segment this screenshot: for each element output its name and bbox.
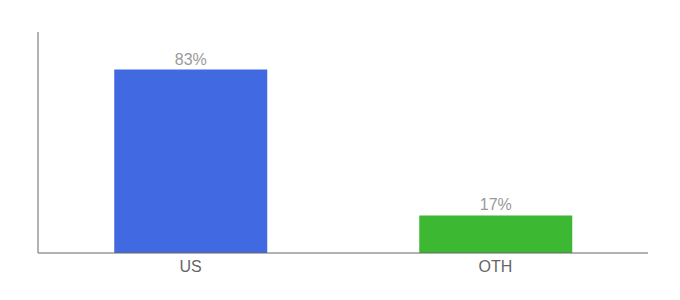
- svg-text:US: US: [179, 258, 201, 275]
- svg-text:OTH: OTH: [479, 258, 513, 275]
- svg-text:17%: 17%: [480, 196, 512, 213]
- svg-text:83%: 83%: [175, 51, 207, 68]
